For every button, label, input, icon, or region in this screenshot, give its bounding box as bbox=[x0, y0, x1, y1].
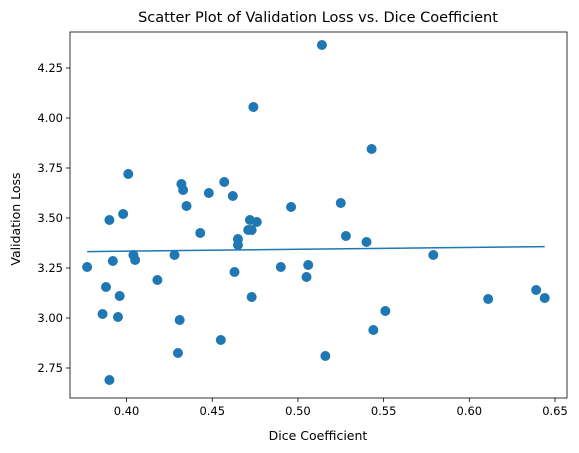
x-axis-label: Dice Coefficient bbox=[269, 428, 368, 443]
data-point bbox=[232, 240, 243, 250]
data-point bbox=[335, 198, 346, 208]
y-axis-label: Validation Loss bbox=[8, 172, 23, 265]
data-point bbox=[104, 215, 115, 225]
data-point bbox=[178, 185, 189, 195]
data-point bbox=[82, 262, 93, 272]
data-point bbox=[248, 102, 259, 112]
x-tick-label: 0.65 bbox=[542, 404, 568, 418]
data-point bbox=[251, 217, 262, 227]
data-point bbox=[215, 335, 226, 345]
data-point bbox=[181, 201, 192, 211]
axes-frame bbox=[69, 31, 568, 399]
y-tick-label: 4.25 bbox=[37, 61, 63, 75]
data-point bbox=[227, 191, 238, 201]
data-point bbox=[366, 144, 377, 154]
data-point bbox=[286, 202, 297, 212]
data-point bbox=[275, 262, 286, 272]
data-point bbox=[123, 169, 134, 179]
data-point bbox=[112, 312, 123, 322]
y-axis-ticks: 2.75 3.00 3.25 3.50 3.75 4.00 4.25 bbox=[37, 61, 70, 375]
data-point bbox=[107, 256, 118, 266]
data-point bbox=[539, 293, 550, 303]
data-point bbox=[152, 275, 163, 285]
data-point bbox=[531, 285, 542, 295]
data-point bbox=[104, 375, 115, 385]
x-tick-label: 0.50 bbox=[285, 404, 311, 418]
data-point bbox=[301, 272, 312, 282]
data-point bbox=[172, 348, 183, 358]
y-tick-label: 3.50 bbox=[37, 211, 63, 225]
plot-area bbox=[82, 40, 550, 385]
trend-line bbox=[87, 245, 545, 253]
data-point bbox=[340, 231, 351, 241]
x-axis-ticks: 0.40 0.45 0.50 0.55 0.60 0.65 bbox=[114, 398, 568, 418]
data-point bbox=[483, 294, 494, 304]
data-point bbox=[246, 225, 257, 235]
data-point bbox=[320, 351, 331, 361]
data-point bbox=[203, 188, 214, 198]
data-point bbox=[219, 177, 230, 187]
data-point bbox=[428, 250, 439, 260]
x-tick-label: 0.40 bbox=[114, 404, 140, 418]
data-point bbox=[169, 250, 180, 260]
x-tick-label: 0.45 bbox=[199, 404, 225, 418]
data-point bbox=[316, 40, 327, 50]
data-point bbox=[100, 282, 111, 292]
chart-title: Scatter Plot of Validation Loss vs. Dice… bbox=[138, 10, 498, 26]
data-point bbox=[195, 228, 206, 238]
y-tick-label: 2.75 bbox=[37, 361, 63, 375]
y-tick-label: 3.25 bbox=[37, 261, 63, 275]
data-point bbox=[114, 291, 125, 301]
data-point bbox=[174, 315, 185, 325]
y-tick-label: 3.75 bbox=[37, 161, 63, 175]
data-point bbox=[229, 267, 240, 277]
x-tick-label: 0.60 bbox=[457, 404, 483, 418]
data-point bbox=[380, 306, 391, 316]
y-tick-label: 3.00 bbox=[37, 311, 63, 325]
data-point bbox=[246, 292, 257, 302]
data-point bbox=[303, 260, 314, 270]
data-point bbox=[118, 209, 129, 219]
y-tick-label: 4.00 bbox=[37, 111, 63, 125]
data-point bbox=[361, 237, 372, 247]
x-tick-label: 0.55 bbox=[371, 404, 397, 418]
data-point bbox=[97, 309, 108, 319]
data-point bbox=[368, 325, 379, 335]
data-point bbox=[130, 255, 141, 265]
